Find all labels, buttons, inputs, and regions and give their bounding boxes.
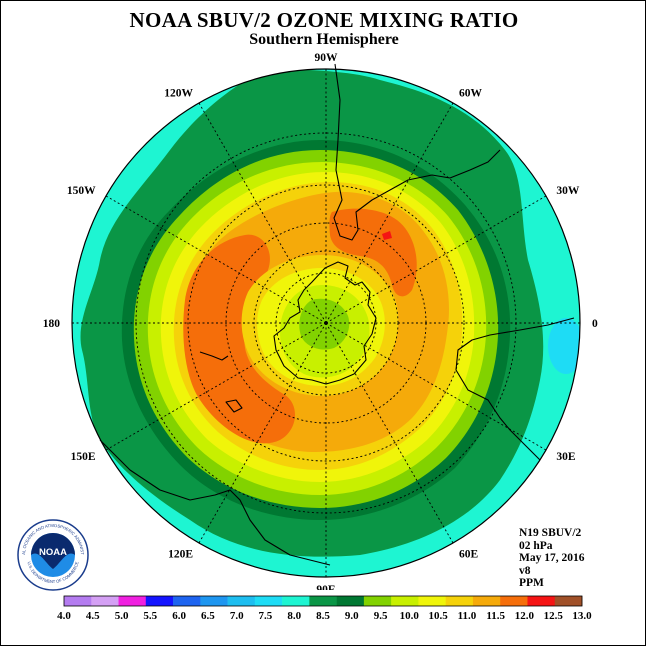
south-america-coastline bbox=[333, 63, 501, 241]
colorbar-swatch bbox=[118, 596, 147, 606]
colorbar-tick-label: 5.0 bbox=[115, 610, 129, 622]
meridians bbox=[72, 69, 580, 577]
africa-coastline bbox=[455, 317, 575, 461]
pressure-level-label: 02 hPa bbox=[519, 539, 553, 552]
level-12-5-patch bbox=[382, 231, 392, 240]
colorbar-swatch bbox=[309, 596, 337, 606]
colorbar-swatch bbox=[472, 596, 501, 606]
logo-wordmark: NOAA bbox=[39, 547, 67, 558]
colorbar-tick-label: 10.5 bbox=[428, 610, 448, 622]
colorbar-tick-label: 7.5 bbox=[259, 610, 273, 622]
colorbar-swatch bbox=[554, 596, 583, 606]
meridian-line bbox=[198, 102, 327, 324]
level-12-0-patch-west bbox=[183, 234, 296, 444]
meridian-line bbox=[105, 195, 327, 324]
colorbar-swatch bbox=[227, 596, 256, 606]
colorbar: 4.0 4.5 5.0 5.5 6.0 6.5 7.0 7.5 8.0 8.5 9.0 9.5 10.0… bbox=[57, 595, 592, 622]
australia-coastline bbox=[99, 439, 331, 566]
meridian-line bbox=[325, 102, 454, 324]
level-12-0-patch-north bbox=[329, 208, 417, 297]
colorbar-swatch bbox=[254, 596, 283, 606]
longitude-label: 60W bbox=[459, 88, 483, 100]
colorbar-tick-label: 11.5 bbox=[486, 610, 505, 622]
colorbar-swatch bbox=[391, 596, 419, 606]
colorbar-tick-label: 10.0 bbox=[400, 610, 420, 622]
coastlines bbox=[99, 63, 575, 566]
level-7-5-patch bbox=[548, 318, 580, 374]
units-label: PPM bbox=[519, 577, 544, 589]
latitude-circle-50s bbox=[187, 184, 465, 462]
colorbar-tick-label: 11.0 bbox=[458, 610, 477, 622]
colorbar-swatch bbox=[527, 596, 556, 606]
longitude-label: 90E bbox=[316, 584, 336, 590]
new-zealand-coastline bbox=[199, 351, 229, 361]
noaa-logo: NOAA NATIONAL OCEANIC AND ATMOSPHERIC AD… bbox=[17, 519, 89, 591]
colorbar-tick-labels: 4.0 4.5 5.0 5.5 6.0 6.5 7.0 7.5 8.0 8.5 9.0 9.5 10.0… bbox=[57, 610, 592, 622]
colorbar-tick-label: 6.0 bbox=[172, 610, 186, 622]
tasmania-coastline bbox=[225, 399, 243, 413]
colorbar-tick-label: 13.0 bbox=[572, 610, 592, 622]
map-boundary bbox=[71, 68, 581, 578]
longitude-label: 60E bbox=[459, 548, 479, 560]
colorbar-tick-label: 8.5 bbox=[316, 610, 330, 622]
colorbar-tick-label: 4.0 bbox=[57, 610, 71, 622]
colorbar-swatch bbox=[173, 596, 201, 606]
longitude-label: 120W bbox=[164, 88, 193, 100]
colorbar-swatch bbox=[64, 596, 92, 606]
colorbar-swatches bbox=[63, 595, 583, 607]
colorbar-swatch bbox=[145, 596, 174, 606]
longitude-label: 90W bbox=[315, 52, 339, 64]
colorbar-tick-label: 9.0 bbox=[345, 610, 359, 622]
colorbar-swatch bbox=[282, 596, 310, 606]
antarctica-coastline bbox=[273, 261, 377, 385]
colorbar-swatch bbox=[200, 596, 228, 606]
meridian-line bbox=[325, 322, 454, 544]
polar-ozone-map: 90W 60W 30W 0 30E 60E 90E 120E 150E 180 150W 120W bbox=[43, 52, 598, 590]
level-9-5-core bbox=[299, 298, 350, 350]
longitude-label: 30E bbox=[556, 451, 576, 463]
colorbar-border bbox=[63, 595, 583, 607]
colorbar-tick-label: 8.0 bbox=[287, 610, 301, 622]
graticule bbox=[72, 69, 580, 577]
meridian-line bbox=[325, 195, 547, 324]
colorbar-tick-label: 4.5 bbox=[86, 610, 100, 622]
ozone-field bbox=[72, 69, 580, 577]
longitude-label: 150E bbox=[71, 451, 96, 463]
longitude-label: 30W bbox=[556, 185, 580, 197]
colorbar-tick-label: 7.0 bbox=[230, 610, 244, 622]
meridian-line bbox=[198, 322, 327, 544]
date-label: May 17, 2016 bbox=[519, 552, 585, 564]
map-title: NOAA SBUV/2 OZONE MIXING RATIO bbox=[129, 8, 519, 32]
logo-bird-icon bbox=[31, 533, 75, 569]
meridian-line bbox=[105, 322, 327, 451]
version-label: v8 bbox=[519, 564, 531, 577]
satellite-label: N19 SBUV/2 bbox=[519, 527, 582, 539]
colorbar-tick-label: 5.5 bbox=[143, 610, 157, 622]
product-info: N19 SBUV/2 02 hPa May 17, 2016 v8 PPM bbox=[519, 527, 584, 590]
longitude-label: 150W bbox=[67, 185, 96, 197]
longitude-label: 180 bbox=[43, 318, 61, 330]
colorbar-swatch bbox=[336, 596, 365, 606]
colorbar-swatch bbox=[445, 596, 474, 606]
longitude-labels: 90W 60W 30W 0 30E 60E 90E 120E 150E 180 150W 120W bbox=[43, 52, 598, 590]
map-subtitle: Southern Hemisphere bbox=[249, 31, 399, 48]
colorbar-tick-label: 12.5 bbox=[544, 610, 564, 622]
colorbar-tick-label: 12.0 bbox=[515, 610, 535, 622]
colorbar-swatch bbox=[500, 596, 528, 606]
colorbar-tick-label: 9.5 bbox=[374, 610, 388, 622]
meridian-line bbox=[325, 322, 547, 451]
longitude-label: 120E bbox=[168, 548, 193, 560]
colorbar-swatch bbox=[418, 596, 446, 606]
longitude-label: 0 bbox=[592, 318, 598, 330]
colorbar-tick-label: 6.5 bbox=[201, 610, 215, 622]
colorbar-swatch bbox=[91, 596, 119, 606]
colorbar-swatch bbox=[363, 596, 392, 606]
